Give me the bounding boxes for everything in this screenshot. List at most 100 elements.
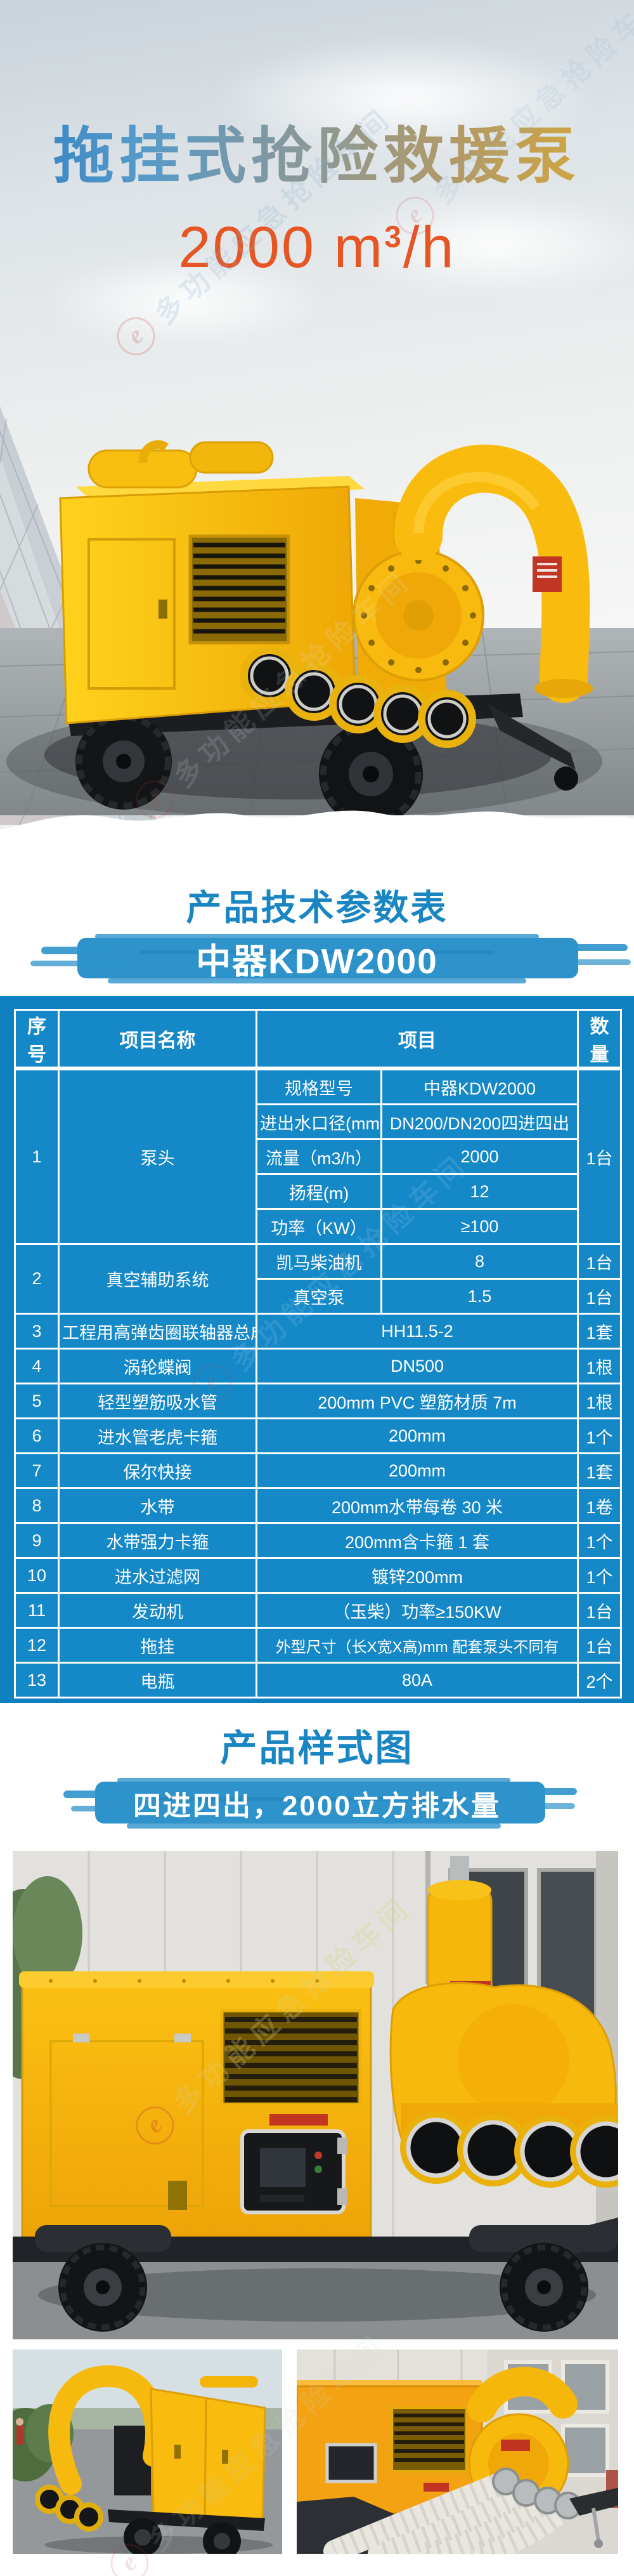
table-row: 1 泵头 规格型号 中器KDW2000 1台 [14,1067,622,1245]
cell-no: 3 [14,1313,60,1350]
table-row: 4 涡轮蝶阀 DN500 1根 [14,1348,622,1384]
hero-product-photo [0,440,634,815]
wheel [75,713,172,810]
table-header-row: 序号 项目名称 项目 数量 [14,1009,622,1070]
table-row: 9 水带强力卡箍 200mm含卡箍 1 套 1个 [14,1522,622,1559]
outlet-ports [35,2485,103,2532]
header-qty: 数量 [577,1009,622,1070]
cell-label: 真空泵 [256,1278,382,1315]
table-row: 7 保尔快接 200mm 1套 [14,1452,622,1489]
style-banner-label: 四进四出，2000立方排水量 [133,1791,501,1822]
header-item: 项目 [256,1009,579,1070]
louver-vent [220,2009,362,2106]
latch [73,2034,89,2042]
flow-unit-exponent: 3 [384,220,403,254]
cell-value: DN200/DN200四进四出 [380,1103,579,1140]
table-row: 真空泵 1.5 1台 [15,1278,622,1315]
cell-value: （玉柴）功率≥150KW [256,1592,579,1629]
table-row: 3 工程用高弹齿圈联轴器总成 HH11.5-2 1套 [14,1313,622,1350]
cell-qty: 1个 [577,1557,622,1594]
cell-value: 80A [256,1662,579,1699]
cell-qty: 1个 [577,1417,622,1454]
cell-label: 规格型号 [256,1067,382,1105]
table-row: 13 电瓶 80A 2个 [14,1662,622,1699]
cell-value: 镀锌200mm [256,1557,579,1594]
brush-stroke [63,1778,577,1829]
cell-qty: 1台 [577,1278,622,1315]
cell-name: 发动机 [58,1592,257,1629]
table-row: 5 轻型塑筋吸水管 200mm PVC 塑筋材质 7m 1根 [14,1383,622,1419]
cell-no: 9 [14,1522,60,1559]
cell-label: 流量（m3/h） [256,1138,382,1175]
cell-name: 工程用高弹齿圈联轴器总成 [58,1313,257,1350]
flow-per-hour: /h [403,215,456,280]
fender [35,2225,171,2252]
spec-table: 序号 项目名称 项目 数量 1 泵头 规格型号 中器KDW2000 1台 进出水… [14,1009,622,1699]
cell-name: 水带 [58,1487,257,1524]
cloud-shape [209,38,602,159]
latch [174,2034,191,2042]
louver-vent [391,2407,468,2473]
cell-value: 1.5 [380,1278,579,1315]
cell-name: 进水过滤网 [58,1557,257,1594]
cell-value: DN500 [256,1348,579,1384]
cell-qty: 1台 [577,1067,622,1245]
cabinet-door [49,2040,204,2207]
cell-name: 真空辅助系统 [58,1243,257,1315]
cell-qty: 2个 [577,1662,622,1699]
warning-label [424,2483,449,2492]
cell-qty: 1卷 [577,1487,622,1524]
spec-table-panel: 序号 项目名称 项目 数量 1 泵头 规格型号 中器KDW2000 1台 进出水… [0,996,634,1703]
header-name: 项目名称 [58,1009,257,1070]
table-row: 6 进水管老虎卡箍 200mm 1个 [14,1417,622,1454]
table-row: 进出水口径(mm) DN200/DN200四进四出 [15,1103,621,1140]
cell-label: 进出水口径(mm) [256,1103,382,1140]
wheel [500,2243,588,2332]
cell-name: 拖挂 [58,1627,257,1664]
side-view-photo [13,1851,618,2339]
model-banner-label: 中器KDW2000 [196,942,438,981]
wheel [203,2522,241,2554]
cell-qty: 1台 [577,1243,622,1280]
cloud-shape [330,190,634,298]
warning-label [269,2114,328,2126]
cell-no: 10 [14,1557,60,1594]
section-heading-style: 产品样式图 [220,1728,414,1769]
warning-sign [533,556,562,592]
cell-no: 2 [14,1243,60,1315]
cell-value: 2000 [380,1138,579,1175]
table-row: 功率（KW） ≥100 [15,1208,621,1245]
cell-name: 水带强力卡箍 [58,1522,257,1559]
cell-label: 凯马柴油机 [256,1243,382,1280]
outlet-ports [240,647,476,748]
cell-value: 200mm [256,1452,579,1489]
table-row: 12 拖挂 外型尺寸（长X宽X高)mm 配套泵头不同有 1台 [14,1627,622,1664]
fender [469,2225,618,2252]
cell-name: 进水管老虎卡箍 [58,1417,257,1454]
cell-label: 扬程(m) [256,1173,382,1210]
cell-no: 12 [14,1627,60,1664]
outlet-port [418,690,476,748]
panel-screen [260,2148,306,2187]
door-handle [158,600,167,619]
cell-value: HH11.5-2 [256,1313,579,1350]
cell-qty: 1套 [577,1313,622,1350]
cell-no: 13 [14,1662,60,1699]
cell-value: 200mm水带每卷 30 米 [256,1487,579,1524]
cell-name: 保尔快接 [58,1452,257,1489]
cell-name: 泵头 [58,1067,257,1245]
cell-value: 8 [380,1243,579,1280]
table-row: 11 发动机 （玉柴）功率≥150KW 1台 [14,1592,622,1629]
table-row: 流量（m3/h） 2000 [15,1138,621,1175]
cell-qty: 1套 [577,1452,622,1489]
cell-name: 轻型塑筋吸水管 [58,1383,257,1419]
cell-name: 涡轮蝶阀 [58,1348,257,1384]
cell-qty: 1台 [577,1627,622,1664]
generator-cabinet [150,2376,266,2521]
cell-value: 外型尺寸（长X宽X高)mm 配套泵头不同有 [256,1627,579,1664]
cell-no: 7 [14,1452,60,1489]
table-row: 扬程(m) 12 [15,1173,621,1210]
section-heading-parameters: 产品技术参数表 [186,888,448,928]
louver-vent [188,534,290,645]
pump-assembly [353,444,593,703]
